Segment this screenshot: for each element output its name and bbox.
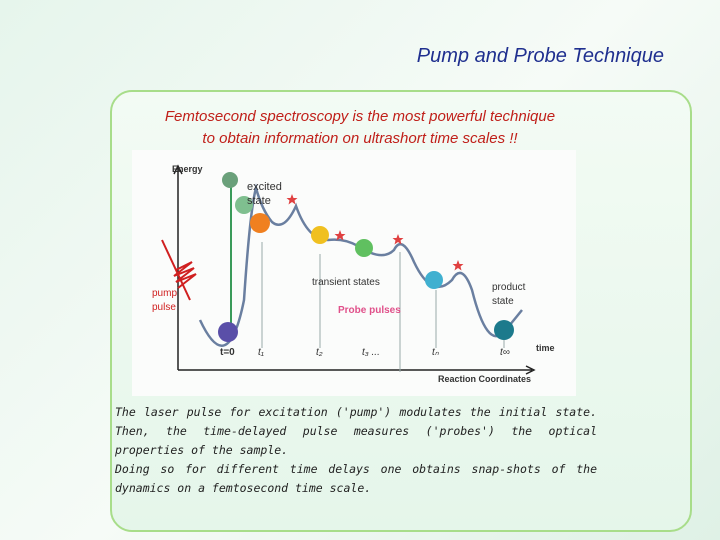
potential-curve [198,183,523,347]
label: transient states [312,277,380,288]
time-label: t∞ [500,347,510,358]
paragraph: The laser pulse for excitation ('pump') … [115,405,597,457]
time-label: tₙ [432,347,440,358]
axes [173,164,536,375]
diagram-bg [132,150,576,396]
pump-wave [161,239,197,301]
paragraph: Doing so for different time delays one o… [115,462,597,495]
time-label: t=0 [220,347,235,358]
subtitle-line: Femtosecond spectroscopy is the most pow… [164,108,556,125]
label: Probe pulses [338,305,401,316]
time-label: t₁ [258,347,264,358]
label: state [492,296,514,307]
axis-label: Energy [172,164,203,174]
slide-title: Pump and Probe Technique [416,45,664,67]
axis-label: time [536,343,555,353]
label: pulse [152,302,176,313]
asterisks [286,194,464,271]
time-label: t₂ [316,347,323,358]
label: excited [247,181,282,193]
molecules [218,172,514,342]
body-text: The laser pulse for excitation ('pump') … [115,403,597,498]
subtitle-line: to obtain information on ultrashort time… [202,130,518,147]
time-label: t₃ ... [362,347,380,358]
diagram: Energy excited state transient states pr… [132,150,576,396]
axis-label: Reaction Coordinates [438,374,531,384]
label: state [247,195,271,207]
label: product [492,282,526,293]
label: pump [152,288,177,299]
